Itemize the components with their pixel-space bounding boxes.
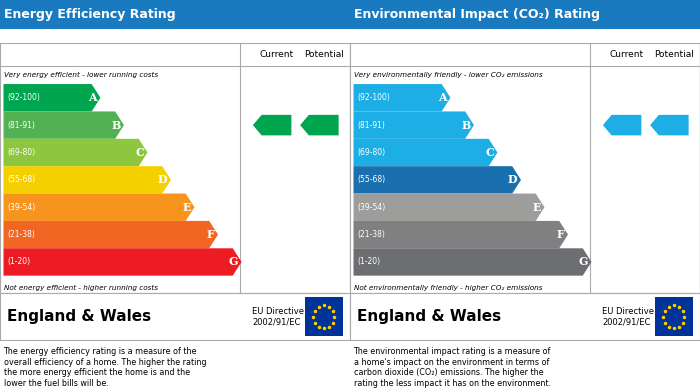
Text: Potential: Potential <box>304 50 344 59</box>
Polygon shape <box>354 139 498 166</box>
Text: (55-68): (55-68) <box>357 175 385 185</box>
Polygon shape <box>354 221 568 248</box>
Text: (39-54): (39-54) <box>357 203 385 212</box>
Text: B: B <box>461 120 470 131</box>
Text: (92-100): (92-100) <box>357 93 390 102</box>
Text: E: E <box>183 202 191 213</box>
Polygon shape <box>354 194 545 221</box>
Text: (69-80): (69-80) <box>357 148 385 157</box>
Text: (69-80): (69-80) <box>7 148 35 157</box>
Text: Environmental Impact (CO₂) Rating: Environmental Impact (CO₂) Rating <box>354 8 599 21</box>
Text: The energy efficiency rating is a measure of the
overall efficiency of a home. T: The energy efficiency rating is a measur… <box>4 348 206 387</box>
FancyBboxPatch shape <box>350 43 700 293</box>
Text: A: A <box>88 92 97 103</box>
Text: 84: 84 <box>620 118 637 132</box>
Text: England & Wales: England & Wales <box>357 309 501 324</box>
Polygon shape <box>4 111 124 139</box>
Text: Energy Efficiency Rating: Energy Efficiency Rating <box>4 8 175 21</box>
Text: G: G <box>578 256 588 267</box>
Text: D: D <box>158 174 167 185</box>
Text: (81-91): (81-91) <box>7 120 35 130</box>
Text: (55-68): (55-68) <box>7 175 35 185</box>
Text: Not energy efficient - higher running costs: Not energy efficient - higher running co… <box>4 285 158 291</box>
Polygon shape <box>354 248 592 276</box>
Text: Current: Current <box>260 50 293 59</box>
Polygon shape <box>300 115 339 135</box>
Text: 84: 84 <box>317 118 334 132</box>
Polygon shape <box>253 115 291 135</box>
Text: Very energy efficient - lower running costs: Very energy efficient - lower running co… <box>4 72 158 78</box>
FancyBboxPatch shape <box>0 293 350 340</box>
Text: F: F <box>206 229 214 240</box>
Polygon shape <box>354 166 521 194</box>
Polygon shape <box>650 115 689 135</box>
Text: (21-38): (21-38) <box>7 230 35 239</box>
Text: E: E <box>533 202 541 213</box>
Text: C: C <box>135 147 144 158</box>
Polygon shape <box>603 115 641 135</box>
Polygon shape <box>354 111 474 139</box>
Text: C: C <box>485 147 494 158</box>
Text: Potential: Potential <box>654 50 694 59</box>
Text: Very environmentally friendly - lower CO₂ emissions: Very environmentally friendly - lower CO… <box>354 72 542 78</box>
Text: (1-20): (1-20) <box>357 257 380 267</box>
Text: The environmental impact rating is a measure of
a home's impact on the environme: The environmental impact rating is a mea… <box>354 348 551 387</box>
Polygon shape <box>4 221 218 248</box>
Text: B: B <box>111 120 120 131</box>
Polygon shape <box>4 84 100 111</box>
Text: (39-54): (39-54) <box>7 203 35 212</box>
FancyBboxPatch shape <box>0 43 350 293</box>
Text: 84: 84 <box>270 118 287 132</box>
Text: EU Directive
2002/91/EC: EU Directive 2002/91/EC <box>602 307 654 326</box>
Polygon shape <box>4 194 195 221</box>
Text: Current: Current <box>610 50 643 59</box>
Text: (1-20): (1-20) <box>7 257 30 267</box>
Text: F: F <box>556 229 564 240</box>
FancyBboxPatch shape <box>654 297 693 336</box>
Text: G: G <box>228 256 238 267</box>
FancyBboxPatch shape <box>304 297 343 336</box>
Polygon shape <box>4 139 148 166</box>
Text: 84: 84 <box>667 118 684 132</box>
Text: (81-91): (81-91) <box>357 120 385 130</box>
FancyBboxPatch shape <box>0 0 350 29</box>
Text: Not environmentally friendly - higher CO₂ emissions: Not environmentally friendly - higher CO… <box>354 285 542 291</box>
Text: England & Wales: England & Wales <box>7 309 151 324</box>
FancyBboxPatch shape <box>350 0 700 29</box>
Polygon shape <box>4 166 171 194</box>
Text: (92-100): (92-100) <box>7 93 40 102</box>
FancyBboxPatch shape <box>350 293 700 340</box>
Text: EU Directive
2002/91/EC: EU Directive 2002/91/EC <box>252 307 304 326</box>
Polygon shape <box>4 248 241 276</box>
Text: (21-38): (21-38) <box>357 230 385 239</box>
Text: D: D <box>508 174 517 185</box>
Text: A: A <box>438 92 447 103</box>
Polygon shape <box>354 84 450 111</box>
